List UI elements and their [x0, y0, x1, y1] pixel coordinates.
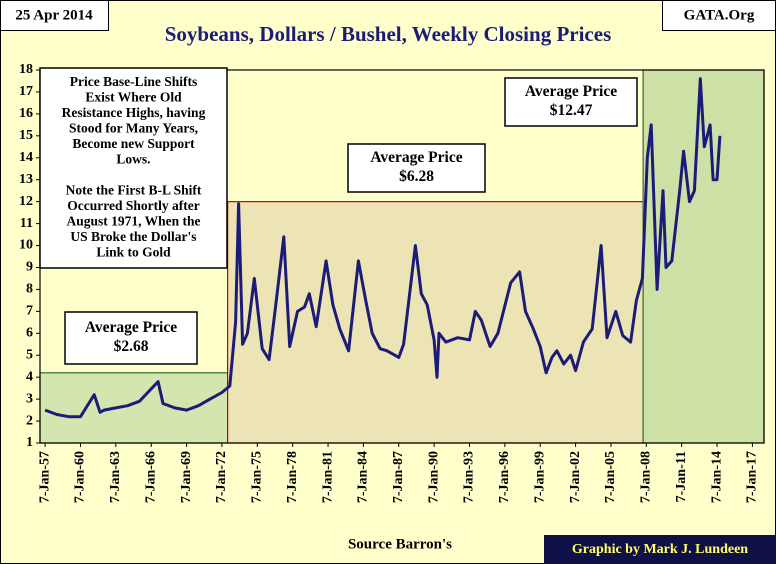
- annotation-text: Resistance Highs, having: [62, 105, 206, 120]
- date-label: 25 Apr 2014: [15, 7, 93, 23]
- x-tick-label: 7-Jan-60: [73, 451, 88, 503]
- y-tick-label: 14: [19, 150, 33, 165]
- x-tick-label: 7-Jan-63: [108, 451, 123, 503]
- y-tick-label: 4: [26, 369, 33, 384]
- x-tick-label: 7-Jan-90: [426, 451, 441, 503]
- annotation-text: $6.28: [399, 168, 434, 185]
- x-tick-label: 7-Jan-02: [568, 451, 583, 503]
- y-tick-label: 1: [26, 435, 33, 450]
- x-tick-label: 7-Jan-93: [462, 451, 477, 503]
- x-tick-label: 7-Jan-81: [320, 451, 335, 503]
- x-tick-label: 7-Jan-08: [639, 451, 654, 503]
- credit: Graphic by Mark J. Lundeen: [572, 542, 748, 557]
- annotation-text: Price Base-Line Shifts: [70, 74, 198, 89]
- annotation-text: $2.68: [114, 338, 149, 355]
- y-tick-label: 10: [19, 238, 33, 253]
- y-tick-label: 3: [26, 391, 33, 406]
- x-tick-label: 7-Jan-87: [391, 451, 406, 503]
- y-tick-label: 2: [26, 413, 33, 428]
- x-axis-label: Source Barron's: [348, 536, 452, 552]
- y-tick-label: 9: [26, 260, 33, 275]
- annotation-text: Become new Support: [72, 136, 195, 151]
- annotation-text: Average Price: [525, 83, 617, 100]
- x-tick-label: 7-Jan-57: [37, 451, 52, 503]
- y-tick-label: 17: [19, 84, 33, 99]
- y-tick-label: 7: [26, 304, 33, 319]
- source-box: [662, 0, 776, 31]
- y-tick-label: 16: [19, 106, 33, 121]
- annotation-text: Link to Gold: [96, 244, 171, 259]
- y-tick-label: 6: [26, 326, 33, 341]
- annotation-box: [504, 77, 638, 127]
- x-tick-label: 7-Jan-17: [745, 451, 760, 503]
- baseline-region: [227, 201, 644, 444]
- x-tick-label: 7-Jan-72: [214, 451, 229, 503]
- x-tick-label: 7-Jan-05: [603, 451, 618, 503]
- x-tick-label: 7-Jan-99: [532, 451, 547, 503]
- x-tick-label: 7-Jan-14: [709, 451, 724, 503]
- y-tick-label: 18: [19, 62, 33, 77]
- y-tick-label: 8: [26, 282, 33, 297]
- annotation-text: US Broke the Dollar's: [70, 229, 196, 244]
- date-box: [0, 0, 109, 31]
- y-tick-label: 5: [26, 347, 33, 362]
- baseline-region: [39, 372, 229, 444]
- annotation-text: Average Price: [370, 149, 462, 166]
- y-tick-label: 13: [19, 172, 33, 187]
- chart-title: Soybeans, Dollars / Bushel, Weekly Closi…: [165, 22, 612, 46]
- annotation-box: [347, 143, 486, 193]
- y-tick-label: 15: [19, 128, 33, 143]
- x-tick-label: 7-Jan-84: [356, 451, 371, 503]
- y-tick-label: 12: [19, 194, 33, 209]
- x-tick-label: 7-Jan-11: [674, 451, 689, 502]
- annotation-text: Exist Where Old: [85, 89, 182, 104]
- annotation-text: August 1971, When the: [66, 213, 200, 228]
- annotation-text: Average Price: [85, 319, 177, 336]
- annotation-text: Note the First B-L Shift: [66, 182, 202, 197]
- annotation-text: $12.47: [550, 102, 593, 119]
- price-line: [44, 77, 722, 419]
- x-tick-label: 7-Jan-69: [179, 451, 194, 503]
- source-label: GATA.Org: [684, 7, 755, 23]
- annotation-text: Stood for Many Years,: [69, 120, 198, 135]
- credit-box: [544, 535, 776, 564]
- annotation-box: [39, 67, 228, 269]
- y-tick-label: 11: [20, 216, 33, 231]
- annotation-text: Occurred Shortly after: [67, 198, 199, 213]
- x-tick-label: 7-Jan-78: [285, 451, 300, 503]
- annotation-text: Lows.: [116, 151, 150, 166]
- x-tick-label: 7-Jan-96: [497, 451, 512, 503]
- x-tick-label: 7-Jan-75: [250, 451, 265, 503]
- annotation-box: [64, 311, 198, 365]
- x-tick-label: 7-Jan-66: [143, 451, 158, 503]
